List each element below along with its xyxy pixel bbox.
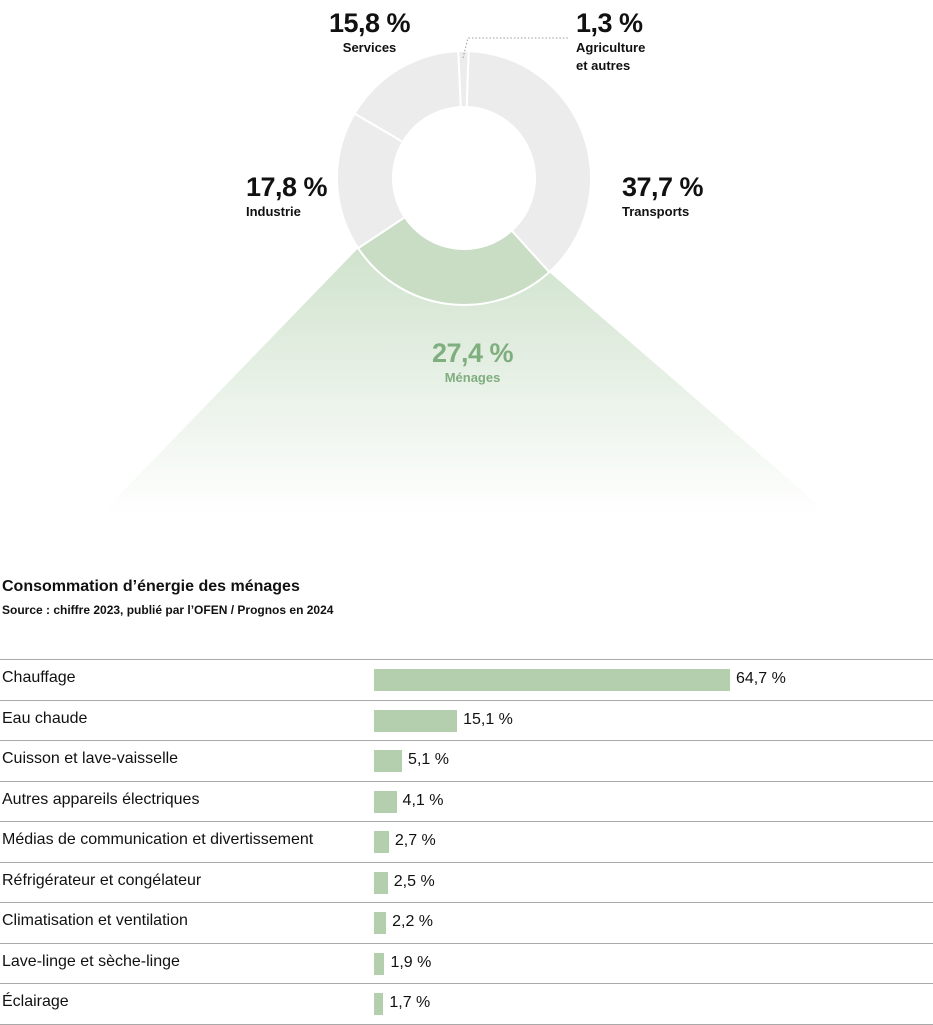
bar-label: Autres appareils électriques <box>2 790 200 808</box>
bar-row: Chauffage 64,7 % <box>0 659 933 700</box>
bar-value-label: 1,7 % <box>389 994 431 1011</box>
bar-value-label: 64,7 % <box>736 670 786 687</box>
bar <box>374 912 387 934</box>
bar-chart-title: Consommation d’énergie des ménages <box>2 578 300 595</box>
bar-value-label: 4,1 % <box>402 791 444 809</box>
label-industrie: 17,8 % Industrie <box>246 172 328 221</box>
bar-value-label: 2,7 % <box>394 832 436 849</box>
bar-row: Réfrigérateur et congélateur 2,5 % <box>0 861 933 903</box>
services-pct: 15,8 % <box>329 8 411 38</box>
donut-segment-ménages <box>356 215 551 306</box>
bar-row: Médias de communication et divertissemen… <box>0 821 933 862</box>
label-services: 15,8 % Services <box>329 8 411 57</box>
agriculture-name-line1: Agriculture <box>576 40 646 55</box>
bar <box>374 750 403 772</box>
bar-label: Médias de communication et divertissemen… <box>2 831 314 848</box>
agriculture-pct: 1,3 % <box>576 8 643 38</box>
bar-label: Cuisson et lave-vaisselle <box>2 750 179 767</box>
bar-value-label: 2,2 % <box>392 913 434 930</box>
bar-row: Lave-linge et sèche-linge 1,9 % <box>0 942 933 984</box>
bar <box>374 709 458 732</box>
bar <box>374 993 384 1015</box>
donut-segment-agriculture-et-autres <box>457 50 470 109</box>
transports-pct: 37,7 % <box>622 172 704 202</box>
bar-row: Climatisation et ventilation 2,2 % <box>0 902 933 943</box>
bar-row: Cuisson et lave-vaisselle 5,1 % <box>0 740 933 781</box>
bar-row: Éclairage 1,7 % <box>0 983 933 1025</box>
label-agriculture: 1,3 % Agriculture et autres <box>576 8 645 75</box>
bar-label: Lave-linge et sèche-linge <box>2 952 180 970</box>
bar-label: Éclairage <box>2 993 69 1010</box>
bar-value-label: 1,9 % <box>390 953 432 971</box>
donut-chart <box>100 37 830 515</box>
bar <box>374 871 388 894</box>
transports-name: Transports <box>622 204 690 219</box>
industrie-pct: 17,8 % <box>246 172 328 202</box>
bar-chart-table: Chauffage 64,7 % Eau chaude 15,1 % Cuisson e… <box>0 659 933 1025</box>
bar-row: Autres appareils électriques 4,1 % <box>0 780 933 822</box>
bar-label: Chauffage <box>2 669 76 686</box>
bar-label: Climatisation et ventilation <box>2 912 188 929</box>
bar-label: Eau chaude <box>2 709 88 727</box>
bar <box>374 831 389 853</box>
agriculture-name-line2: et autres <box>576 58 631 73</box>
bar-value-label: 5,1 % <box>408 751 449 768</box>
bar-chart-source: Source : chiffre 2023, publié par l’OFEN… <box>2 603 334 617</box>
services-name: Services <box>342 40 397 55</box>
donut-segment-transports <box>465 50 592 274</box>
industrie-name: Industrie <box>246 204 301 219</box>
label-transports: 37,7 % Transports <box>622 172 704 221</box>
bar-value-label: 2,5 % <box>393 872 435 890</box>
bar-label: Réfrigérateur et congélateur <box>2 871 202 889</box>
bar <box>374 669 730 691</box>
menages-name: Ménages <box>444 370 501 385</box>
bar-row: Eau chaude 15,1 % <box>0 699 933 741</box>
menages-pct: 27,4 % <box>432 338 514 368</box>
bar <box>374 790 397 813</box>
bar-value-label: 15,1 % <box>463 710 513 728</box>
label-menages: 27,4 % Ménages <box>432 338 514 387</box>
bar <box>374 952 385 975</box>
highlight-fan <box>100 248 830 515</box>
